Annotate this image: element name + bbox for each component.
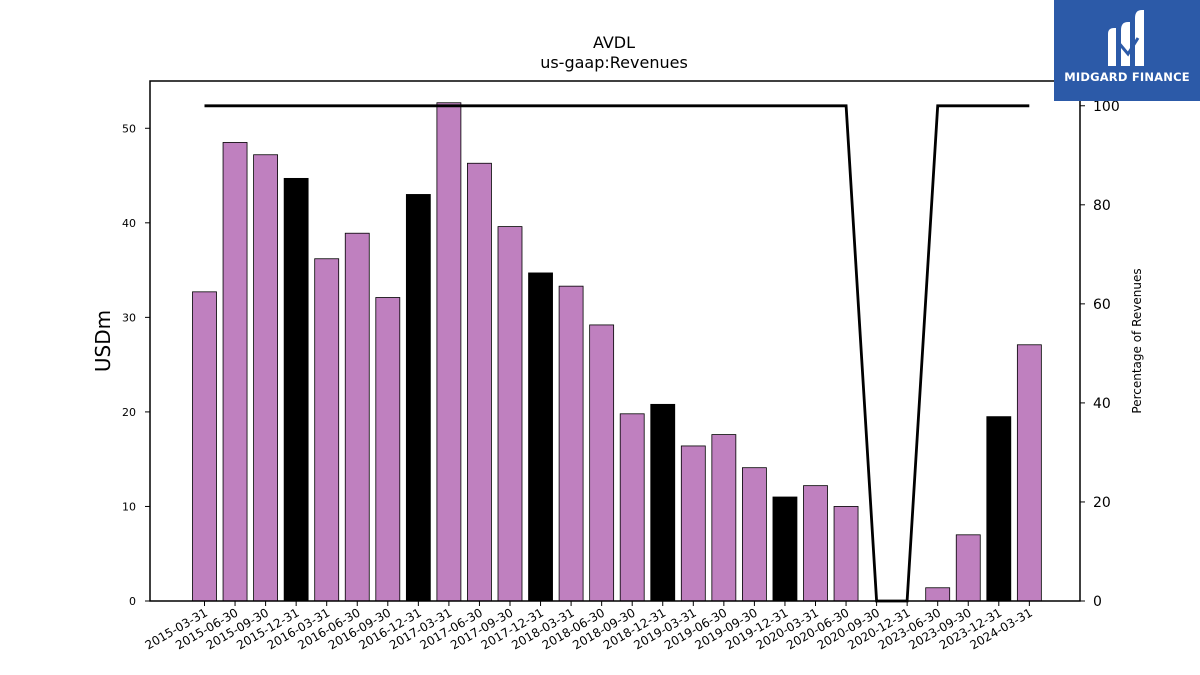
bar-2016-09-30 xyxy=(375,297,401,602)
bar-2019-09-30 xyxy=(742,467,767,602)
y2-tick-label: 40 xyxy=(1093,396,1111,412)
bar-2020-06-30 xyxy=(833,506,859,602)
y-axis-left: 0 10 20 30 40 50 xyxy=(122,122,150,608)
bar-2017-09-30 xyxy=(497,226,523,602)
bar-2016-12-31 xyxy=(405,194,431,602)
chart-subtitle: us-gaap:Revenues xyxy=(540,53,688,72)
bar-series xyxy=(192,102,1042,602)
bar-2017-06-30 xyxy=(467,162,492,602)
y2-tick-label: 0 xyxy=(1093,594,1102,610)
logo-text: MIDGARD FINANCE xyxy=(1064,70,1190,84)
plot-frame xyxy=(149,80,1081,602)
bar-2019-06-30 xyxy=(711,434,737,602)
y2-tick-label: 100 xyxy=(1093,99,1120,115)
bar-2015-03-31 xyxy=(192,291,217,602)
chart-title: AVDL xyxy=(593,33,635,52)
y-axis-right: 0 20 40 60 80 100 xyxy=(1080,99,1120,610)
y-axis-label: USDm xyxy=(91,310,115,372)
midgard-finance-logo: MIDGARD FINANCE xyxy=(1054,0,1200,101)
y-tick-label: 40 xyxy=(122,217,136,230)
bar-2019-12-31 xyxy=(772,496,798,602)
bar-2018-12-31 xyxy=(650,403,676,602)
bar-2018-06-30 xyxy=(589,324,615,602)
bar-2020-03-31 xyxy=(803,485,828,602)
y-tick-label: 50 xyxy=(122,122,136,135)
y-tick-label: 0 xyxy=(129,595,136,608)
bar-2018-03-31 xyxy=(558,285,584,602)
bar-2015-09-30 xyxy=(253,154,279,602)
x-axis: 2015-03-312015-06-302015-09-302015-12-31… xyxy=(143,601,1035,652)
bar-2017-12-31 xyxy=(528,272,553,602)
bar-2016-03-31 xyxy=(314,258,340,602)
bar-2019-03-31 xyxy=(680,445,706,602)
bar-2015-06-30 xyxy=(222,142,248,602)
bar-2023-12-31 xyxy=(986,416,1012,602)
bar-2023-06-30 xyxy=(925,587,951,602)
bar-2017-03-31 xyxy=(436,102,462,602)
y2-tick-label: 20 xyxy=(1093,495,1111,511)
y-tick-label: 20 xyxy=(122,406,136,419)
y-tick-label: 30 xyxy=(122,311,136,324)
bar-2015-12-31 xyxy=(283,177,309,602)
bar-2024-03-31 xyxy=(1016,344,1042,602)
bar-2016-06-30 xyxy=(344,232,370,602)
y2-tick-label: 60 xyxy=(1093,297,1111,313)
y-tick-label: 10 xyxy=(122,500,136,513)
midgard-logo-icon xyxy=(1108,10,1144,66)
bar-2023-09-30 xyxy=(955,534,981,602)
bar-2018-09-30 xyxy=(619,413,645,602)
y2-tick-label: 80 xyxy=(1093,198,1111,214)
y2-axis-label: Percentage of Revenues xyxy=(1130,268,1144,413)
